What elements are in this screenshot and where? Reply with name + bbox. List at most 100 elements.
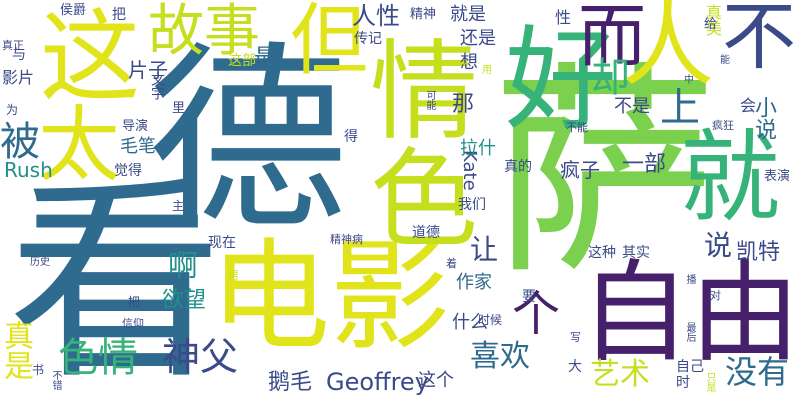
word-xihuan: 喜欢 xyxy=(470,339,530,374)
word-houjue: 侯爵 xyxy=(60,3,87,18)
word-wenzi: 文字 xyxy=(149,72,165,100)
word-yuwang: 欲望 xyxy=(162,288,207,313)
word-nan: 男 xyxy=(228,269,239,282)
word-li: 里 xyxy=(172,101,186,116)
word-daoyan: 导演 xyxy=(122,119,149,134)
word-zhong: 中 xyxy=(684,75,694,86)
word-haishi: 还是 xyxy=(460,28,496,49)
word-zhu: 主 xyxy=(172,199,185,213)
word-yingpian: 影片 xyxy=(2,68,35,87)
word-dianying: 电影 xyxy=(210,228,450,367)
word-rush: Rush xyxy=(4,158,53,182)
word-yibu: 一部 xyxy=(622,152,667,177)
word-zhenzheng: 真正 xyxy=(2,39,24,52)
word-yishu: 艺术 xyxy=(590,357,650,392)
word-ge: 个 xyxy=(512,286,561,342)
word-shenme: 什么 xyxy=(452,312,488,333)
word-qishi: 其实 xyxy=(622,245,650,261)
word-dan: 但 xyxy=(290,0,369,86)
word-a: 啊 xyxy=(168,249,198,284)
word-ren: 人 xyxy=(622,0,715,99)
word-neng: 能 xyxy=(720,55,730,66)
word-emao: 鹅毛 xyxy=(268,370,313,395)
word-qingse: 情色 xyxy=(352,34,477,250)
word-bo: 播 xyxy=(684,274,695,284)
word-hui: 会 xyxy=(740,96,757,115)
word-juede: 觉得 xyxy=(114,163,142,179)
word-shuo: 说 xyxy=(704,229,733,262)
word-fengkuang: 疯狂 xyxy=(712,119,734,132)
word-zhebu: 这部 xyxy=(228,53,256,69)
word-jingshen: 精神 xyxy=(410,7,437,22)
word-zui: 最 xyxy=(254,44,278,72)
word-zuojia: 作家 xyxy=(456,272,492,293)
word-xing: 性 xyxy=(555,8,572,27)
word-ba: 把 xyxy=(112,7,126,23)
word-zhe2: 着 xyxy=(446,257,457,270)
word-de: 德 xyxy=(148,25,349,258)
word-yu: 与 xyxy=(12,47,26,63)
word-yao: 要 xyxy=(522,289,536,305)
word-hao: 好 xyxy=(486,20,616,132)
word-dui: 对 xyxy=(710,289,721,302)
word-zhege: 这个 xyxy=(418,370,454,391)
word-que: 却 xyxy=(590,55,630,101)
word-kate: Kate xyxy=(459,150,480,191)
word-xianzai: 现在 xyxy=(208,235,236,251)
word-bu: 不 xyxy=(722,0,796,80)
word-zhende: 真的 xyxy=(504,159,532,175)
word-jiushi: 就是 xyxy=(450,4,486,25)
word-tai: 太 xyxy=(38,98,121,193)
word-zhenshi: 真是 xyxy=(0,320,33,380)
word-meiyou: 没有 xyxy=(725,353,790,391)
word-yong: 用 xyxy=(482,65,492,76)
word-wei: 为 xyxy=(6,103,19,117)
word-gei: 给 xyxy=(704,17,718,32)
word-sese: 色情 xyxy=(58,335,138,381)
word-gushi: 故事 xyxy=(148,0,260,64)
word-ziyou: 自由 xyxy=(580,249,800,377)
word-xie: 写 xyxy=(570,331,581,344)
word-renxing: 人性 xyxy=(352,2,400,30)
word-xinyang: 信仰 xyxy=(122,317,144,330)
word-piany: 片子 xyxy=(128,58,168,82)
word-buneng: 不能 xyxy=(566,121,588,134)
word-rang: 让 xyxy=(470,233,499,266)
word-maobi: 毛笔 xyxy=(120,136,156,157)
word-shang: 上 xyxy=(660,85,700,131)
word-zuihou: 最后 xyxy=(684,322,695,342)
word-ba2: 把 xyxy=(128,295,141,309)
word-xiang: 想 xyxy=(460,52,478,73)
word-shenfu: 神父 xyxy=(162,335,239,379)
word-shu: 书 xyxy=(32,363,45,377)
word-keneng: 可能 xyxy=(424,90,435,110)
word-daode: 道德 xyxy=(412,225,440,241)
word-bushi: 不是 xyxy=(614,96,650,117)
word-da: 大 xyxy=(568,359,582,375)
word-jiu: 就 xyxy=(680,119,780,236)
word-shihou: 时候 xyxy=(478,313,503,327)
word-zhuanji: 传记 xyxy=(354,31,382,47)
word-sa: 萨 xyxy=(492,43,717,305)
word-kan: 看 xyxy=(8,157,223,400)
word-bei: 被 xyxy=(0,119,40,165)
word-fengzi: 疯子 xyxy=(560,158,600,182)
word-zhezhong: 这种 xyxy=(588,245,616,261)
word-lashen: 拉什 xyxy=(460,138,496,159)
word-na: 那 xyxy=(452,92,475,117)
word-ziji: 自己 xyxy=(676,359,704,375)
word-xiaoshuo: 小说 xyxy=(751,96,776,140)
word-shi: 时 xyxy=(676,375,690,391)
word-women: 我们 xyxy=(458,197,486,213)
word-de2: 得 xyxy=(344,129,358,145)
word-bucuo: 不错 xyxy=(50,370,61,390)
word-geoffrey: Geoffrey xyxy=(326,368,429,396)
word-zhe: 这 xyxy=(40,0,140,116)
word-jingshenbing: 精神病 xyxy=(330,233,363,246)
word-zhenmei: 真美 xyxy=(703,4,722,36)
word-er: 而 xyxy=(578,0,647,77)
word-lishi: 历史 xyxy=(30,257,50,268)
word-zhishi: 只是 xyxy=(704,372,715,392)
word-biaoyan: 表演 xyxy=(764,169,791,184)
